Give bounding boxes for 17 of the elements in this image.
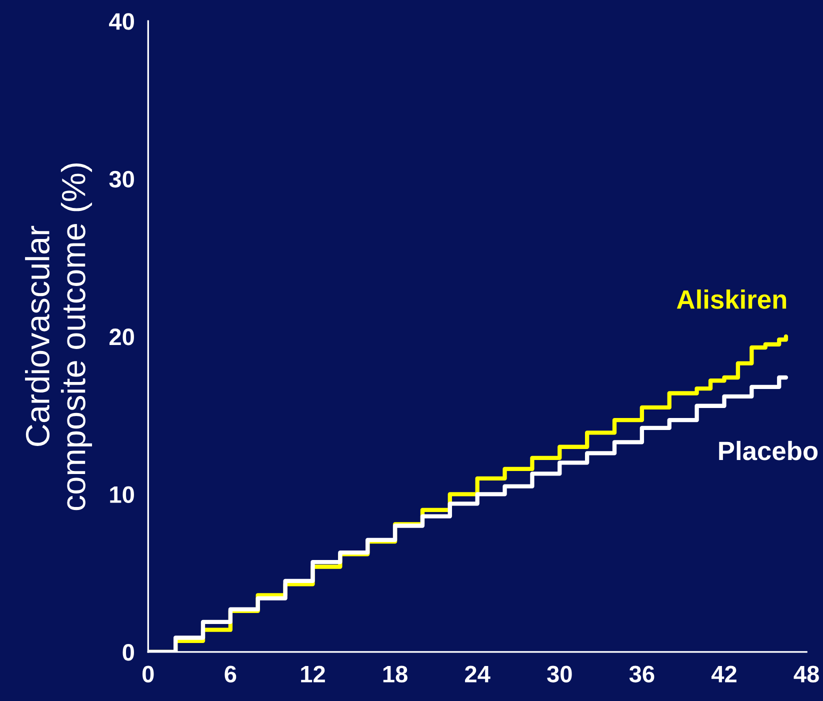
series-label: Aliskiren <box>676 289 786 309</box>
x-tick-label: 48 <box>794 666 819 682</box>
x-tick-label: 42 <box>711 666 736 682</box>
x-tick-label: 36 <box>629 666 654 682</box>
y-tick-label: 30 <box>109 170 134 188</box>
x-tick-label: 0 <box>142 666 154 682</box>
y-tick-label: 40 <box>109 13 134 30</box>
x-tick-label: 24 <box>465 666 490 682</box>
y-tick-label: 0 <box>122 644 134 661</box>
series-label: Placebo <box>719 440 818 460</box>
x-tick-label: 12 <box>301 666 325 682</box>
y-axis-title: Cardiovascular composite outcome (%) <box>25 163 92 510</box>
x-tick-label: 18 <box>383 666 408 682</box>
y-tick-label: 10 <box>110 486 134 503</box>
x-tick-label: 6 <box>224 666 236 682</box>
x-tick-label: 30 <box>547 666 572 682</box>
y-tick-label: 20 <box>110 328 134 346</box>
